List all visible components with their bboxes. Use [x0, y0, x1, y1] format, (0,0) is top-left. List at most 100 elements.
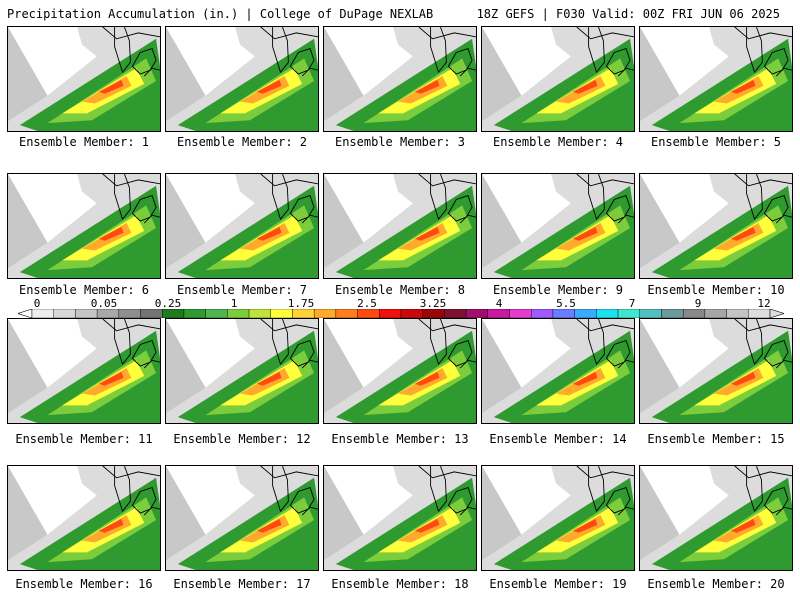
- run-valid-time: 18Z GEFS | F030 Valid: 00Z FRI JUN 06 20…: [476, 7, 780, 21]
- ensemble-member-caption: Ensemble Member: 4: [492, 135, 624, 149]
- ensemble-member-caption: Ensemble Member: 6: [18, 283, 150, 297]
- colorbar-swatch: [313, 309, 337, 318]
- precip-map-graphic: [166, 27, 318, 131]
- colorbar-tick-label: 1: [230, 297, 238, 310]
- colorbar-swatch: [661, 309, 684, 318]
- colorbar-swatch: [596, 309, 619, 318]
- colorbar-left-arrow: [18, 309, 33, 318]
- colorbar-swatch: [444, 309, 467, 318]
- precip-map-graphic: [324, 174, 476, 278]
- ensemble-member-caption: Ensemble Member: 9: [492, 283, 624, 297]
- ensemble-member-map: [481, 318, 635, 424]
- ensemble-member-caption: Ensemble Member: 12: [173, 432, 311, 446]
- ensemble-member-map: [481, 465, 635, 571]
- ensemble-member-map: [165, 173, 319, 279]
- colorbar-swatch: [335, 309, 358, 318]
- precip-map-graphic: [640, 174, 792, 278]
- colorbar-swatch: [96, 309, 120, 318]
- precip-map-graphic: [8, 466, 160, 570]
- ensemble-member-map: [323, 173, 477, 279]
- colorbar-swatch: [31, 309, 54, 318]
- ensemble-member-map: [323, 26, 477, 132]
- precip-map-graphic: [640, 27, 792, 131]
- colorbar-swatch: [140, 309, 163, 318]
- ensemble-member-map: [7, 318, 161, 424]
- colorbar-swatch: [400, 309, 423, 318]
- colorbar-swatch: [357, 309, 380, 318]
- ensemble-member-map: [7, 173, 161, 279]
- colorbar-swatch: [118, 309, 141, 318]
- colorbar-swatch: [748, 309, 771, 318]
- colorbar-swatch: [639, 309, 662, 318]
- precip-map-graphic: [8, 319, 160, 423]
- ensemble-member-caption: Ensemble Member: 19: [489, 577, 627, 591]
- ensemble-member-map: [639, 465, 793, 571]
- ensemble-member-caption: Ensemble Member: 3: [334, 135, 466, 149]
- ensemble-member-caption: Ensemble Member: 13: [331, 432, 469, 446]
- precip-map-graphic: [640, 466, 792, 570]
- ensemble-member-caption: Ensemble Member: 18: [331, 577, 469, 591]
- ensemble-member-map: [639, 173, 793, 279]
- colorbar-swatch: [379, 309, 402, 318]
- colorbar-tick-label: 3.25: [419, 297, 447, 310]
- ensemble-member-map: [639, 318, 793, 424]
- ensemble-member-map: [481, 26, 635, 132]
- colorbar-tick-label: 9: [694, 297, 702, 310]
- colorbar-swatch: [531, 309, 554, 318]
- colorbar-swatch: [726, 309, 749, 318]
- colorbar-tick-label: 12: [757, 297, 771, 310]
- colorbar-tick-label: 0.25: [154, 297, 182, 310]
- precip-map-graphic: [640, 319, 792, 423]
- precip-map-graphic: [324, 27, 476, 131]
- precip-map-graphic: [166, 319, 318, 423]
- colorbar-swatch: [75, 309, 98, 318]
- colorbar-tick-label: 4: [495, 297, 503, 310]
- colorbar-tick-label: 5.5: [556, 297, 576, 310]
- ensemble-member-map: [481, 173, 635, 279]
- colorbar-swatch: [248, 309, 271, 318]
- ensemble-member-caption: Ensemble Member: 1: [18, 135, 150, 149]
- ensemble-member-map: [323, 318, 477, 424]
- ensemble-member-map: [323, 465, 477, 571]
- colorbar-swatch: [422, 309, 445, 318]
- ensemble-member-caption: Ensemble Member: 5: [650, 135, 782, 149]
- colorbar-swatch: [53, 309, 76, 318]
- ensemble-member-map: [7, 26, 161, 132]
- ensemble-member-map: [165, 26, 319, 132]
- colorbar-tick-label: 1.75: [287, 297, 315, 310]
- colorbar-tick-label: 2.5: [357, 297, 377, 310]
- ensemble-member-caption: Ensemble Member: 8: [334, 283, 466, 297]
- ensemble-member-map: [165, 318, 319, 424]
- map-title: Precipitation Accumulation (in.) | Colle…: [7, 7, 434, 21]
- precip-map-graphic: [482, 27, 634, 131]
- colorbar-svg: [18, 309, 784, 318]
- ensemble-member-caption: Ensemble Member: 20: [647, 577, 785, 591]
- ensemble-member-map: [165, 465, 319, 571]
- precip-map-graphic: [482, 319, 634, 423]
- ensemble-member-caption: Ensemble Member: 17: [173, 577, 311, 591]
- ensemble-member-map: [639, 26, 793, 132]
- colorbar-swatch: [183, 309, 206, 318]
- ensemble-member-map: [7, 465, 161, 571]
- colorbar-right-arrow: [769, 309, 784, 318]
- colorbar-swatch: [487, 309, 510, 318]
- colorbar-swatch: [574, 309, 597, 318]
- colorbar-swatch: [162, 309, 185, 318]
- ensemble-member-caption: Ensemble Member: 11: [15, 432, 153, 446]
- precip-colorbar: [18, 309, 784, 318]
- colorbar-swatch: [227, 309, 250, 318]
- ensemble-member-caption: Ensemble Member: 2: [176, 135, 308, 149]
- ensemble-member-caption: Ensemble Member: 14: [489, 432, 627, 446]
- precip-map-graphic: [8, 27, 160, 131]
- precip-map-graphic: [324, 466, 476, 570]
- colorbar-swatch: [617, 309, 640, 318]
- colorbar-tick-label: 0: [33, 297, 41, 310]
- colorbar-swatch: [704, 309, 727, 318]
- ensemble-member-caption: Ensemble Member: 10: [647, 283, 785, 297]
- colorbar-tick-label: 7: [628, 297, 636, 310]
- precip-map-graphic: [166, 466, 318, 570]
- ensemble-member-caption: Ensemble Member: 7: [176, 283, 308, 297]
- ensemble-member-caption: Ensemble Member: 15: [647, 432, 785, 446]
- colorbar-swatch: [270, 309, 293, 318]
- colorbar-tick-label: 0.05: [90, 297, 118, 310]
